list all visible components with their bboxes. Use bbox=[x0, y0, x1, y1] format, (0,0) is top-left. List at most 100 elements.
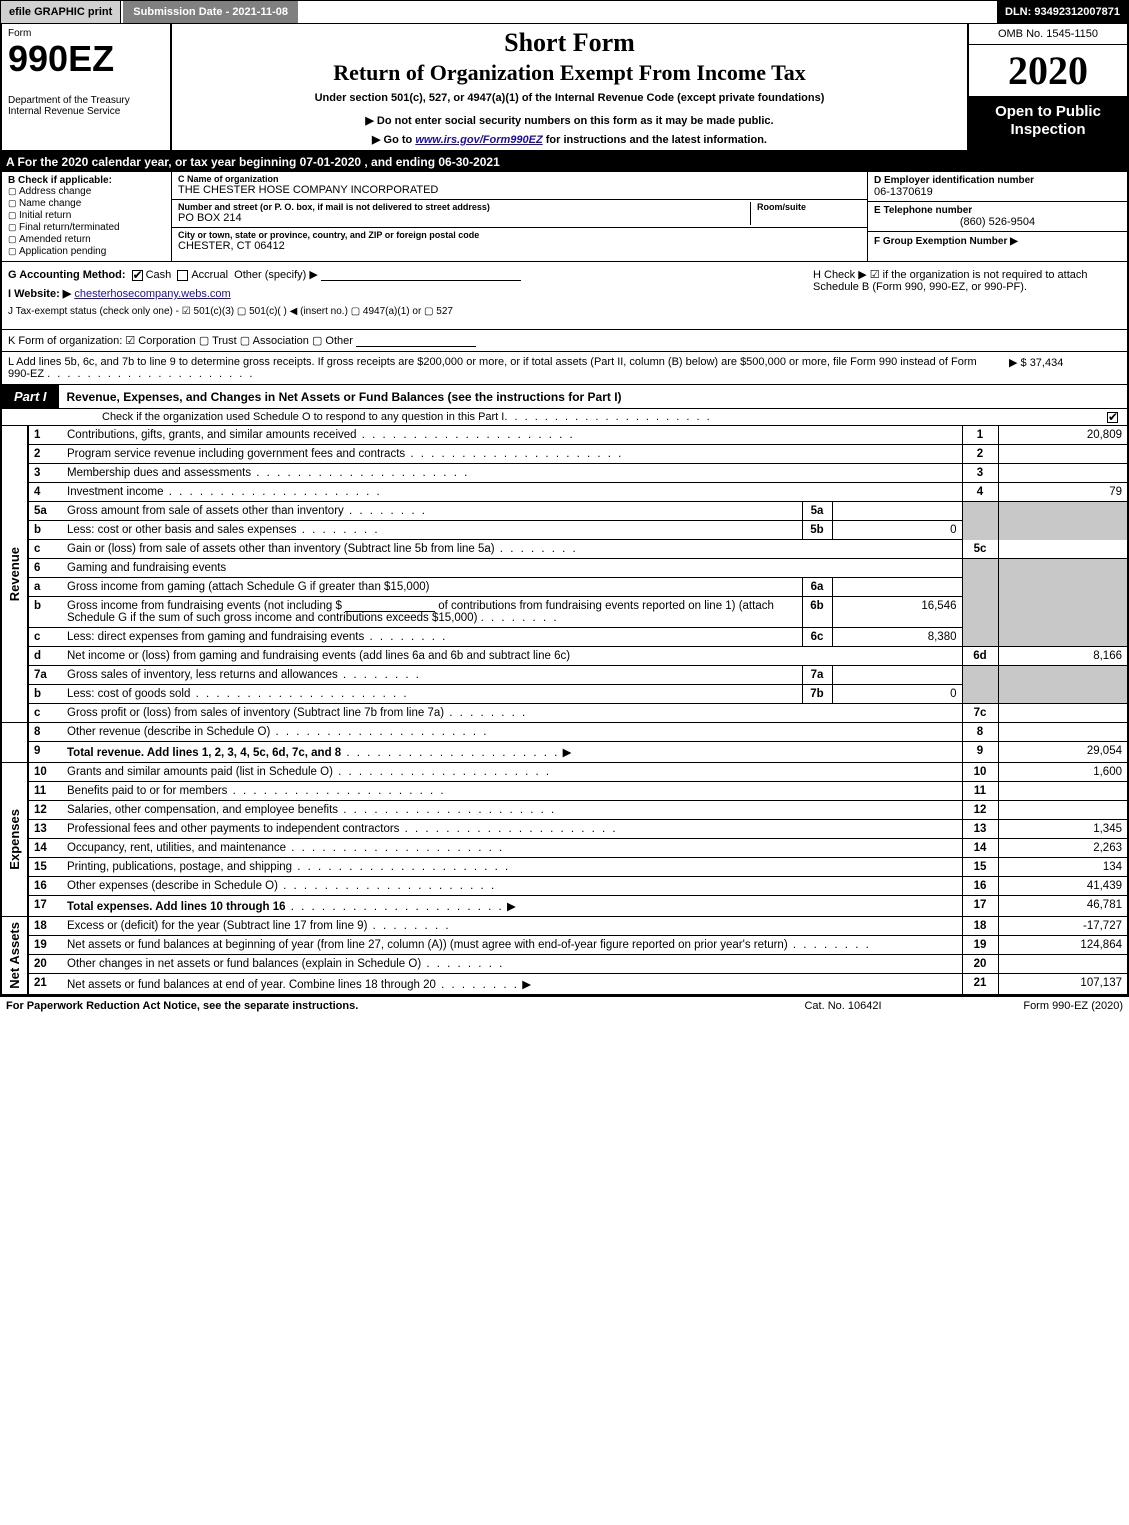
group-exempt-label: F Group Exemption Number ▶ bbox=[874, 236, 1018, 247]
n-8: 8 bbox=[28, 723, 62, 742]
box-f: F Group Exemption Number ▶ bbox=[868, 232, 1127, 250]
part1-title: Revenue, Expenses, and Changes in Net As… bbox=[59, 386, 1127, 408]
ov-1: 20,809 bbox=[998, 426, 1128, 445]
on-12: 12 bbox=[962, 801, 998, 820]
on-7a bbox=[962, 666, 998, 685]
n-17: 17 bbox=[28, 896, 62, 917]
header-left: Form 990EZ Department of the Treasury In… bbox=[2, 24, 172, 150]
k-blank[interactable] bbox=[356, 335, 476, 347]
other-blank[interactable] bbox=[321, 269, 521, 281]
line-k: K Form of organization: ☑ Corporation ▢ … bbox=[0, 330, 1129, 352]
form-code: 990EZ bbox=[8, 41, 164, 77]
n-21: 21 bbox=[28, 974, 62, 995]
ov-6 bbox=[998, 559, 1128, 578]
footer-mid: Cat. No. 10642I bbox=[743, 1000, 943, 1012]
row-4: 4 Investment income 4 79 bbox=[1, 483, 1128, 502]
d-15: Printing, publications, postage, and shi… bbox=[62, 858, 962, 877]
n-1: 1 bbox=[28, 426, 62, 445]
in-6c: 6c bbox=[802, 628, 832, 647]
part1-sub-text: Check if the organization used Schedule … bbox=[102, 411, 504, 423]
on-6 bbox=[962, 559, 998, 578]
form-header: Form 990EZ Department of the Treasury In… bbox=[0, 24, 1129, 152]
row-11: 11 Benefits paid to or for members 11 bbox=[1, 782, 1128, 801]
chk-cash[interactable] bbox=[132, 270, 143, 281]
h-text: H Check ▶ ☑ if the organization is not r… bbox=[813, 269, 1088, 293]
d-9: Total revenue. Add lines 1, 2, 3, 4, 5c,… bbox=[62, 742, 962, 763]
iv-6a bbox=[832, 578, 962, 597]
n-7a: 7a bbox=[28, 666, 62, 685]
ov-12 bbox=[998, 801, 1128, 820]
ein-label: D Employer identification number bbox=[874, 175, 1121, 186]
ov-11 bbox=[998, 782, 1128, 801]
ov-21: 107,137 bbox=[998, 974, 1128, 995]
on-21: 21 bbox=[962, 974, 998, 995]
row-17: 17 Total expenses. Add lines 10 through … bbox=[1, 896, 1128, 917]
row-21: 21 Net assets or fund balances at end of… bbox=[1, 974, 1128, 995]
in-7a: 7a bbox=[802, 666, 832, 685]
on-4: 4 bbox=[962, 483, 998, 502]
row-6d: d Net income or (loss) from gaming and f… bbox=[1, 647, 1128, 666]
in-6a: 6a bbox=[802, 578, 832, 597]
part1-sub-check[interactable] bbox=[1097, 411, 1121, 423]
chk-accrual[interactable] bbox=[177, 270, 188, 281]
iv-7a bbox=[832, 666, 962, 685]
box-b: B Check if applicable: Address change Na… bbox=[2, 172, 172, 261]
n-6b: b bbox=[28, 597, 62, 628]
row-7b: b Less: cost of goods sold 7b 0 bbox=[1, 685, 1128, 704]
phone-value: (860) 526-9504 bbox=[874, 216, 1121, 228]
row-19: 19 Net assets or fund balances at beginn… bbox=[1, 936, 1128, 955]
blank-6b[interactable] bbox=[345, 600, 435, 612]
in-5b: 5b bbox=[802, 521, 832, 540]
print-button[interactable]: efile GRAPHIC print bbox=[1, 1, 121, 23]
on-11: 11 bbox=[962, 782, 998, 801]
iv-6b: 16,546 bbox=[832, 597, 962, 628]
iv-5a bbox=[832, 502, 962, 521]
ov-13: 1,345 bbox=[998, 820, 1128, 839]
d-7b: Less: cost of goods sold bbox=[62, 685, 802, 704]
on-18: 18 bbox=[962, 917, 998, 936]
side-rev-continued bbox=[1, 723, 28, 763]
chk-name-change[interactable]: Name change bbox=[8, 198, 165, 209]
website-link[interactable]: chesterhosecompany.webs.com bbox=[74, 288, 230, 300]
chk-address-change[interactable]: Address change bbox=[8, 186, 165, 197]
part1-header: Part I Revenue, Expenses, and Changes in… bbox=[0, 385, 1129, 409]
box-e: E Telephone number (860) 526-9504 bbox=[868, 202, 1127, 232]
chk-initial-return[interactable]: Initial return bbox=[8, 210, 165, 221]
sub3-pre: ▶ Go to bbox=[372, 134, 415, 146]
d-6d: Net income or (loss) from gaming and fun… bbox=[62, 647, 962, 666]
subtitle-3: ▶ Go to www.irs.gov/Form990EZ for instru… bbox=[182, 133, 957, 146]
n-3: 3 bbox=[28, 464, 62, 483]
box-d: D Employer identification number 06-1370… bbox=[868, 172, 1127, 202]
row-18: Net Assets 18 Excess or (deficit) for th… bbox=[1, 917, 1128, 936]
row-7c: c Gross profit or (loss) from sales of i… bbox=[1, 704, 1128, 723]
line-l: L Add lines 5b, 6c, and 7b to line 9 to … bbox=[0, 352, 1129, 385]
chk-final-terminated[interactable]: Final return/terminated bbox=[8, 222, 165, 233]
n-4: 4 bbox=[28, 483, 62, 502]
chk-amended-return[interactable]: Amended return bbox=[8, 234, 165, 245]
row-16: 16 Other expenses (describe in Schedule … bbox=[1, 877, 1128, 896]
ov-6d: 8,166 bbox=[998, 647, 1128, 666]
chk-application-pending[interactable]: Application pending bbox=[8, 246, 165, 257]
n-11: 11 bbox=[28, 782, 62, 801]
city-label: City or town, state or province, country… bbox=[178, 230, 861, 240]
ov-6c bbox=[998, 628, 1128, 647]
d-3: Membership dues and assessments bbox=[62, 464, 962, 483]
ov-16: 41,439 bbox=[998, 877, 1128, 896]
l-amount: ▶ $ 37,434 bbox=[1001, 356, 1121, 380]
g-label: G Accounting Method: bbox=[8, 269, 126, 281]
ov-9: 29,054 bbox=[998, 742, 1128, 763]
iv-7b: 0 bbox=[832, 685, 962, 704]
d-20: Other changes in net assets or fund bala… bbox=[62, 955, 962, 974]
iv-6c: 8,380 bbox=[832, 628, 962, 647]
irs-link[interactable]: www.irs.gov/Form990EZ bbox=[415, 134, 542, 146]
box-def: D Employer identification number 06-1370… bbox=[867, 172, 1127, 261]
main-title: Return of Organization Exempt From Incom… bbox=[182, 60, 957, 86]
n-10: 10 bbox=[28, 763, 62, 782]
row-6a: a Gross income from gaming (attach Sched… bbox=[1, 578, 1128, 597]
in-5a: 5a bbox=[802, 502, 832, 521]
row-9: 9 Total revenue. Add lines 1, 2, 3, 4, 5… bbox=[1, 742, 1128, 763]
page-footer: For Paperwork Reduction Act Notice, see … bbox=[0, 995, 1129, 1015]
in-7b: 7b bbox=[802, 685, 832, 704]
ov-19: 124,864 bbox=[998, 936, 1128, 955]
d-6b: Gross income from fundraising events (no… bbox=[62, 597, 802, 628]
